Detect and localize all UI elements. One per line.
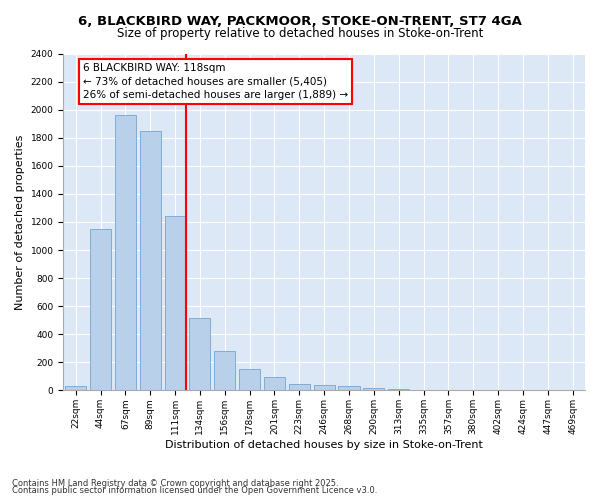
Bar (214, 351, 235, 391)
Bar (90, 229, 111, 390)
Bar (115, 116, 136, 390)
Text: 6, BLACKBIRD WAY, PACKMOOR, STOKE-ON-TRENT, ST7 4GA: 6, BLACKBIRD WAY, PACKMOOR, STOKE-ON-TRE… (78, 15, 522, 28)
Y-axis label: Number of detached properties: Number of detached properties (15, 134, 25, 310)
Bar (140, 130, 161, 390)
Bar (363, 388, 385, 390)
Bar (190, 318, 211, 390)
Text: Contains HM Land Registry data © Crown copyright and database right 2025.: Contains HM Land Registry data © Crown c… (12, 478, 338, 488)
Text: Contains public sector information licensed under the Open Government Licence v3: Contains public sector information licen… (12, 486, 377, 495)
Bar (289, 384, 310, 390)
Bar (264, 377, 285, 390)
X-axis label: Distribution of detached houses by size in Stoke-on-Trent: Distribution of detached houses by size … (165, 440, 483, 450)
Bar (239, 368, 260, 390)
Bar (338, 386, 359, 390)
Bar (65, 386, 86, 390)
Text: Size of property relative to detached houses in Stoke-on-Trent: Size of property relative to detached ho… (117, 28, 483, 40)
Bar (164, 216, 185, 390)
Text: 6 BLACKBIRD WAY: 118sqm
← 73% of detached houses are smaller (5,405)
26% of semi: 6 BLACKBIRD WAY: 118sqm ← 73% of detache… (83, 64, 348, 100)
Bar (314, 385, 335, 390)
